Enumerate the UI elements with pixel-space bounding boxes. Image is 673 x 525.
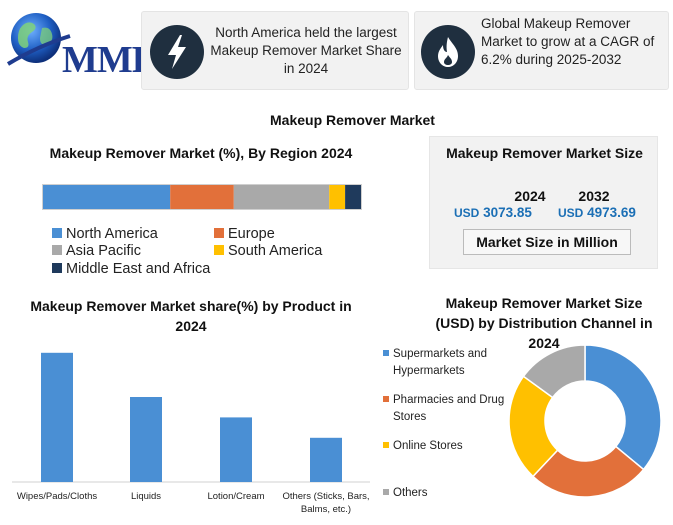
region-segment-europe [170, 185, 234, 209]
info-card-cagr: Global Makeup Remover Market to grow at … [414, 11, 669, 90]
info-card-largest-share: North America held the largest Makeup Re… [141, 11, 409, 90]
legend-label: Middle East and Africa [66, 261, 211, 277]
product-tick-label-wipes-pads-cloths: Wipes/Pads/Cloths [17, 491, 98, 502]
main-title: Makeup Remover Market [270, 112, 435, 128]
channel-legend-item-online-stores: Online Stores [383, 438, 518, 455]
region-stacked-bar [42, 184, 362, 210]
legend-label: Pharmacies and Drug Stores [393, 394, 505, 423]
market-size-unit: Market Size in Million [463, 229, 631, 255]
product-tick-label-others-sticks-bars-balms-etc: Others (Sticks, Bars, Balms, etc.) [282, 491, 369, 515]
mmr-logo: MMR [4, 8, 159, 81]
legend-swatch [383, 350, 389, 356]
value-2024: USD 3073.85 [454, 205, 532, 220]
flame-icon [421, 25, 475, 79]
year-2024: 2024 [514, 188, 546, 204]
market-size-box: Makeup Remover Market Size 2024 2032 USD… [429, 136, 658, 269]
legend-swatch [214, 245, 224, 255]
region-segment-middle-east-and-africa [345, 185, 361, 209]
legend-label: North America [66, 226, 158, 242]
info-text-cagr: Global Makeup Remover Market to grow at … [481, 16, 655, 67]
value-2032: USD 4973.69 [558, 205, 636, 220]
region-legend-item-asia-pacific: Asia Pacific [52, 243, 141, 259]
region-legend-item-middle-east-and-africa: Middle East and Africa [52, 261, 210, 277]
value-2024-currency: USD [454, 206, 480, 220]
region-legend-item-south-america: South America [214, 243, 322, 259]
globe-icon [6, 13, 71, 66]
channel-chart-title: Makeup Remover Market Size (USD) by Dist… [435, 295, 653, 351]
info-text-largest-share: North America held the largest Makeup Re… [210, 25, 402, 76]
product-bar-chart: Wipes/Pads/Cloths Liquids Lotion/Cream Othe… [12, 352, 370, 515]
channel-legend-item-supermarkets-and-hypermarkets: Supermarkets and Hypermarkets [383, 346, 518, 380]
legend-swatch [383, 489, 389, 495]
region-segment-south-america [329, 185, 346, 209]
region-legend-item-north-america: North America [52, 226, 158, 242]
market-size-title: Makeup Remover Market Size [446, 145, 643, 161]
product-bar-lotion-cream [220, 417, 252, 482]
product-chart-title: Makeup Remover Market share(%) by Produc… [30, 298, 352, 334]
legend-swatch [383, 442, 389, 448]
legend-label: South America [228, 243, 323, 259]
product-bar-liquids [130, 397, 162, 482]
legend-swatch [52, 263, 62, 273]
legend-label: Asia Pacific [66, 243, 141, 259]
product-tick-label-lotion-cream: Lotion/Cream [207, 491, 264, 502]
donut-slice-online-stores [508, 375, 559, 478]
legend-swatch [52, 228, 62, 238]
value-2032-currency: USD [558, 206, 584, 220]
legend-swatch [383, 396, 389, 402]
legend-label: Supermarkets and Hypermarkets [393, 348, 487, 377]
region-segment-asia-pacific [233, 185, 330, 209]
channel-legend-item-pharmacies-and-drug-stores: Pharmacies and Drug Stores [383, 392, 518, 426]
donut-slice-pharmacies-and-drug-stores [531, 445, 645, 498]
value-2032-amount: 4973.69 [587, 205, 636, 220]
channel-legend-item-others: Others [383, 485, 518, 502]
region-legend-item-europe: Europe [214, 226, 275, 242]
channel-donut-chart [508, 344, 662, 498]
legend-label: Online Stores [393, 440, 463, 452]
legend-label: Europe [228, 226, 275, 242]
product-bar-others-sticks-bars-balms-etc [310, 437, 342, 482]
region-segment-north-america [43, 185, 171, 209]
value-2024-amount: 3073.85 [483, 205, 532, 220]
legend-swatch [214, 228, 224, 238]
year-2032: 2032 [578, 188, 610, 204]
donut-slice-supermarkets-and-hypermarkets [584, 344, 662, 471]
legend-label: Others [393, 487, 428, 499]
product-bar-wipes-pads-cloths [41, 352, 73, 482]
donut-slice-others [522, 344, 586, 399]
lightning-icon [150, 25, 204, 79]
legend-swatch [52, 245, 62, 255]
product-tick-label-liquids: Liquids [131, 491, 161, 502]
region-chart-title: Makeup Remover Market (%), By Region 202… [49, 145, 353, 161]
